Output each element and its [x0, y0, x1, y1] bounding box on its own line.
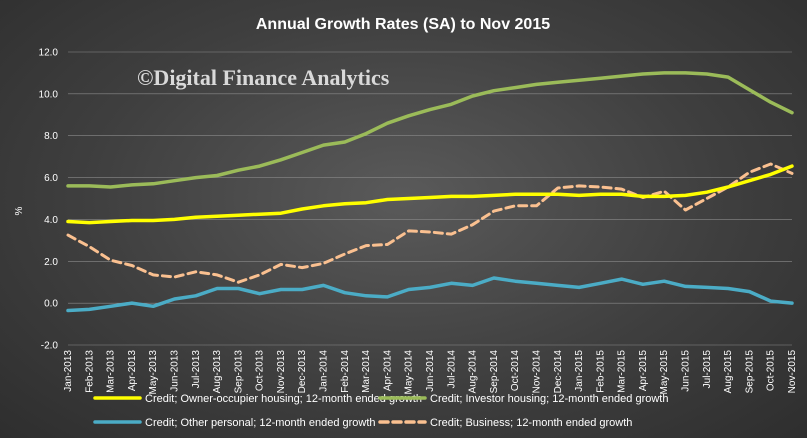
x-tick-label: Aug-2013	[212, 350, 223, 394]
legend-label-2: Credit; Other personal; 12-month ended g…	[145, 417, 376, 429]
x-tick-label: Jun-2013	[169, 350, 180, 392]
y-tick-label: -2.0	[41, 341, 59, 352]
x-tick-label: Oct-2014	[510, 350, 521, 392]
y-axis-label: %	[14, 206, 25, 215]
x-tick-label: Jul-2014	[446, 350, 457, 389]
x-tick-label: Nov-2013	[276, 350, 287, 394]
x-tick-label: Mar-2013	[106, 350, 117, 393]
y-tick-label: 10.0	[39, 89, 59, 100]
series-lines	[66, 71, 794, 313]
x-tick-label: Oct-2013	[255, 350, 266, 392]
x-tick-label: Sep-2014	[489, 350, 500, 394]
x-tick-label: Jul-2013	[191, 350, 202, 389]
x-tick-label: Feb-2013	[84, 350, 95, 393]
y-tick-label: 6.0	[44, 173, 58, 184]
y-tick-label: 0.0	[44, 299, 58, 310]
x-tick-label: Jan-2013	[63, 350, 74, 392]
x-tick-label: Apr-2015	[638, 350, 649, 392]
y-tick-label: 4.0	[44, 215, 58, 226]
x-tick-label: May-2014	[404, 350, 415, 395]
x-tick-label: Aug-2015	[723, 350, 734, 394]
legend-label-1: Credit; Investor housing; 12-month ended…	[430, 393, 668, 405]
x-tick-label: Mar-2014	[361, 350, 372, 393]
x-tick-label: Feb-2014	[340, 350, 351, 393]
x-tick-label: Feb-2015	[595, 350, 606, 393]
y-tick-label: 12.0	[39, 48, 59, 59]
x-tick-label: Jan-2015	[574, 350, 585, 392]
x-tick-label: Jun-2015	[681, 350, 692, 392]
series-line-2	[66, 276, 794, 313]
x-tick-label: Nov-2014	[531, 350, 542, 394]
series-line-1	[66, 71, 794, 189]
legend-label-3: Credit; Business; 12-month ended growth	[430, 417, 632, 429]
x-tick-label: Sep-2015	[744, 350, 755, 394]
x-tick-label: Jul-2015	[702, 350, 713, 389]
legend: Credit; Owner-occupier housing; 12-month…	[93, 393, 668, 429]
chart-title: Annual Growth Rates (SA) to Nov 2015	[256, 16, 550, 33]
x-tick-label: Sep-2013	[233, 350, 244, 394]
legend-label-0: Credit; Owner-occupier housing; 12-month…	[145, 393, 422, 405]
y-tick-label: 2.0	[44, 257, 58, 268]
x-tick-label: Apr-2014	[382, 350, 393, 392]
x-tick-label: Jan-2014	[319, 350, 330, 392]
x-tick-label: Jun-2014	[425, 350, 436, 392]
x-tick-label: May-2015	[659, 350, 670, 395]
x-tick-label: Dec-2013	[297, 350, 308, 394]
series-line-0	[66, 164, 794, 225]
x-tick-label: May-2013	[148, 350, 159, 395]
x-tick-label: Dec-2014	[553, 350, 564, 394]
x-tick-label: Aug-2014	[468, 350, 479, 394]
x-tick-label: Apr-2013	[127, 350, 138, 392]
y-axis-ticks: -2.0 0.0 2.0 4.0 6.0 8.0 10.0 12.0	[39, 48, 59, 352]
watermark: ©Digital Finance Analytics	[137, 65, 390, 90]
x-tick-label: Mar-2015	[617, 350, 628, 393]
x-axis-ticks: Jan-2013 Feb-2013 Mar-2013 Apr-2013 May-2013…	[63, 350, 798, 395]
y-tick-label: 8.0	[44, 131, 58, 142]
x-tick-label: Nov-2015	[787, 350, 798, 394]
x-tick-label: Oct-2015	[766, 350, 777, 392]
